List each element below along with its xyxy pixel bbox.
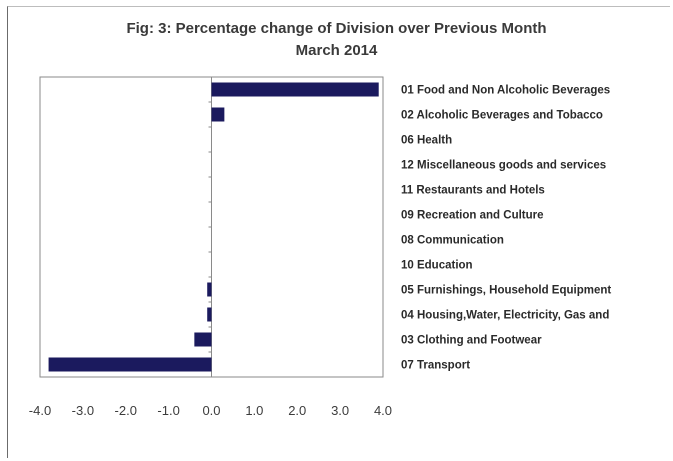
category-label: 09 Recreation and Culture (401, 210, 544, 222)
x-tick-label: -4.0 (29, 403, 51, 418)
chart-frame (7, 6, 670, 458)
bar (211, 107, 225, 122)
category-label: 02 Alcoholic Beverages and Tobacco (401, 110, 603, 122)
x-tick-label: 4.0 (374, 403, 392, 418)
chart-subtitle: March 2014 (295, 42, 378, 59)
category-label: 04 Housing,Water, Electricity, Gas and (401, 310, 609, 322)
category-label: 03 Clothing and Footwear (401, 335, 542, 347)
x-tick-label: -1.0 (157, 403, 179, 418)
category-label: 08 Communication (401, 235, 504, 247)
category-label: 05 Furnishings, Household Equipment (401, 285, 611, 297)
category-label: 10 Education (401, 260, 473, 272)
x-tick-label: -2.0 (115, 403, 137, 418)
category-label: 01 Food and Non Alcoholic Beverages (401, 85, 610, 97)
x-tick-label: -3.0 (72, 403, 94, 418)
bar (207, 307, 212, 322)
bar (211, 82, 379, 97)
x-tick-label: 3.0 (331, 403, 349, 418)
category-label: 12 Miscellaneous goods and services (401, 160, 606, 172)
category-label: 07 Transport (401, 360, 470, 372)
bar (207, 282, 212, 297)
chart-title: Fig: 3: Percentage change of Division ov… (126, 20, 547, 37)
bar (194, 332, 212, 347)
category-label: 11 Restaurants and Hotels (401, 185, 545, 197)
x-tick-label: 2.0 (288, 403, 306, 418)
category-label: 06 Health (401, 135, 452, 147)
x-tick-label: 0.0 (202, 403, 220, 418)
x-tick-label: 1.0 (245, 403, 263, 418)
bar (48, 357, 212, 372)
chart-title-block: Fig: 3: Percentage change of Division ov… (0, 18, 673, 62)
